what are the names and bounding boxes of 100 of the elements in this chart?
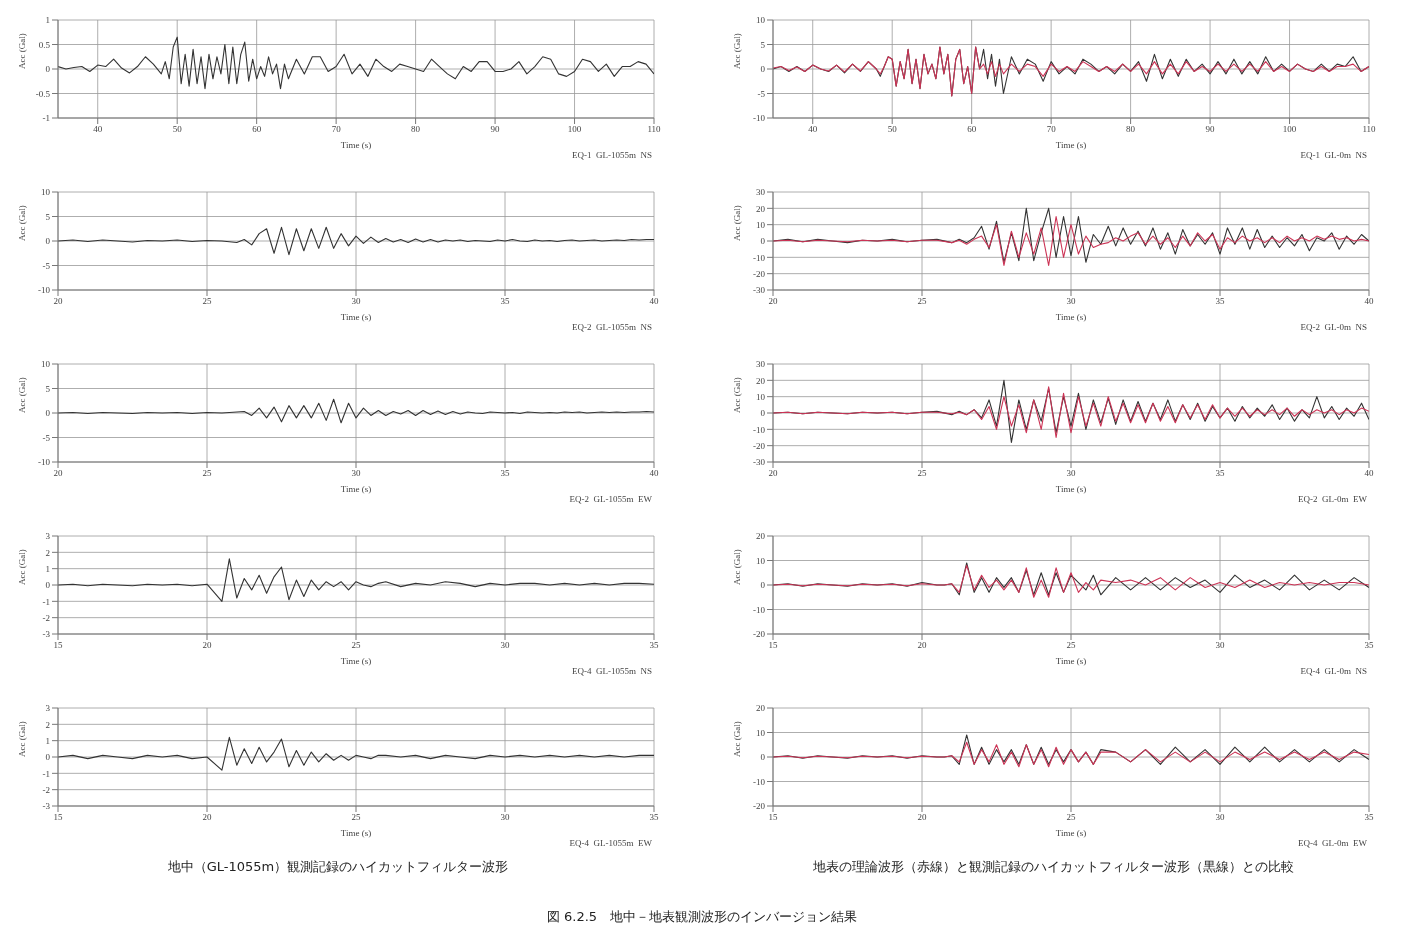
y-axis-title: Acc (Gal)	[732, 377, 743, 413]
y-tick-label: -10	[753, 252, 766, 263]
line-series	[58, 558, 654, 602]
x-tick-label: 30	[351, 296, 361, 307]
y-tick-label: -30	[753, 457, 766, 468]
y-tick-label: 10	[41, 359, 51, 370]
line-series	[773, 741, 1369, 768]
text: EQ-2 GL-1055m NS	[571, 322, 653, 332]
y-tick-label: 0.5	[38, 39, 51, 50]
x-tick-label: 30	[1215, 812, 1225, 823]
y-tick-label: 20	[756, 703, 766, 714]
x-tick-label: 70	[1046, 124, 1057, 135]
y-tick-label: -30	[753, 285, 766, 296]
x-tick-label: 20	[202, 640, 212, 651]
y-tick-label: 10	[756, 15, 766, 26]
y-tick-label: 20	[756, 531, 766, 542]
y-tick-label: 0	[760, 236, 766, 247]
x-tick-label: 60	[967, 124, 977, 135]
y-tick-label: -1	[42, 768, 50, 779]
y-tick-label: -10	[753, 113, 766, 124]
y-tick-label: 20	[756, 203, 766, 214]
y-tick-label: 5	[45, 383, 51, 394]
x-tick-label: 35	[1364, 812, 1374, 823]
x-axis-title: Time (s)	[340, 828, 372, 838]
y-tick-label: -20	[753, 801, 766, 812]
x-tick-label: 35	[1215, 296, 1225, 307]
x-tick-label: 15	[53, 812, 63, 823]
x-tick-label: 25	[1066, 812, 1076, 823]
x-axis-title: Time (s)	[1055, 656, 1087, 666]
line-series	[58, 226, 654, 256]
x-tick-label: 25	[202, 468, 212, 479]
y-tick-label: 10	[756, 727, 766, 738]
x-tick-label: 40	[808, 124, 818, 135]
line-series	[58, 36, 654, 90]
text: EQ-4 GL-1055m EW	[568, 838, 653, 848]
text: EQ-2 GL-0m EW	[1297, 494, 1368, 504]
y-tick-label: 2	[45, 719, 50, 730]
x-tick-label: 30	[1215, 640, 1225, 651]
y-tick-label: 0	[760, 64, 766, 75]
y-tick-label: 5	[760, 39, 766, 50]
y-tick-label: 0	[760, 580, 766, 591]
y-tick-label: -10	[38, 285, 51, 296]
text: 地中（GL-1055m）観測記録のハイカットフィルター波形	[166, 858, 510, 876]
x-tick-label: 35	[1364, 640, 1374, 651]
x-axis-title: Time (s)	[340, 656, 372, 666]
y-tick-label: -2	[42, 784, 50, 795]
x-axis-title: Time (s)	[340, 312, 372, 322]
x-tick-label: 40	[649, 296, 659, 307]
x-tick-label: 30	[1066, 468, 1076, 479]
x-tick-label: 20	[917, 812, 927, 823]
x-tick-label: 90	[1205, 124, 1216, 135]
x-tick-label: 40	[1364, 468, 1374, 479]
x-tick-label: 100	[567, 124, 582, 135]
text: EQ-1 GL-1055m NS	[571, 150, 653, 160]
y-tick-label: 10	[41, 187, 51, 198]
x-tick-label: 20	[768, 468, 778, 479]
x-tick-label: 110	[647, 124, 662, 135]
y-axis-title: Acc (Gal)	[732, 33, 743, 69]
y-axis-title: Acc (Gal)	[732, 721, 743, 757]
x-tick-label: 20	[917, 640, 927, 651]
x-axis-title: Time (s)	[340, 484, 372, 494]
x-tick-label: 40	[649, 468, 659, 479]
y-tick-label: 1	[45, 735, 50, 746]
text: EQ-4 GL-0m NS	[1299, 666, 1368, 676]
line-series	[773, 215, 1369, 267]
text: EQ-1 GL-0m NS	[1299, 150, 1368, 160]
x-tick-label: 80	[411, 124, 421, 135]
x-tick-label: 40	[1364, 296, 1374, 307]
y-tick-label: -20	[753, 629, 766, 640]
y-tick-label: -10	[753, 604, 766, 615]
line-series	[773, 386, 1369, 439]
y-axis-title: Acc (Gal)	[17, 377, 28, 413]
y-tick-label: -5	[42, 260, 51, 271]
y-axis-title: Acc (Gal)	[17, 205, 28, 241]
x-tick-label: 25	[351, 812, 361, 823]
y-tick-label: 1	[45, 563, 50, 574]
y-tick-label: 0	[45, 64, 51, 75]
x-tick-label: 25	[202, 296, 212, 307]
y-tick-label: -5	[42, 432, 51, 443]
x-tick-label: 15	[768, 640, 778, 651]
y-tick-label: -3	[42, 801, 51, 812]
y-tick-label: 3	[45, 703, 51, 714]
y-tick-label: -10	[753, 776, 766, 787]
y-tick-label: 0	[45, 752, 51, 763]
x-tick-label: 80	[1126, 124, 1136, 135]
y-tick-label: -10	[753, 424, 766, 435]
y-axis-title: Acc (Gal)	[732, 205, 743, 241]
y-tick-label: -20	[753, 440, 766, 451]
y-tick-label: 0	[760, 408, 766, 419]
y-tick-label: 30	[756, 359, 766, 370]
y-tick-label: 3	[45, 531, 51, 542]
x-tick-label: 15	[53, 640, 63, 651]
text: EQ-4 GL-0m EW	[1297, 838, 1368, 848]
text: EQ-4 GL-1055m NS	[571, 666, 653, 676]
x-tick-label: 110	[1362, 124, 1377, 135]
y-tick-label: -1	[42, 596, 50, 607]
y-tick-label: -3	[42, 629, 51, 640]
x-tick-label: 40	[93, 124, 103, 135]
x-tick-label: 50	[887, 124, 898, 135]
x-tick-label: 60	[252, 124, 262, 135]
